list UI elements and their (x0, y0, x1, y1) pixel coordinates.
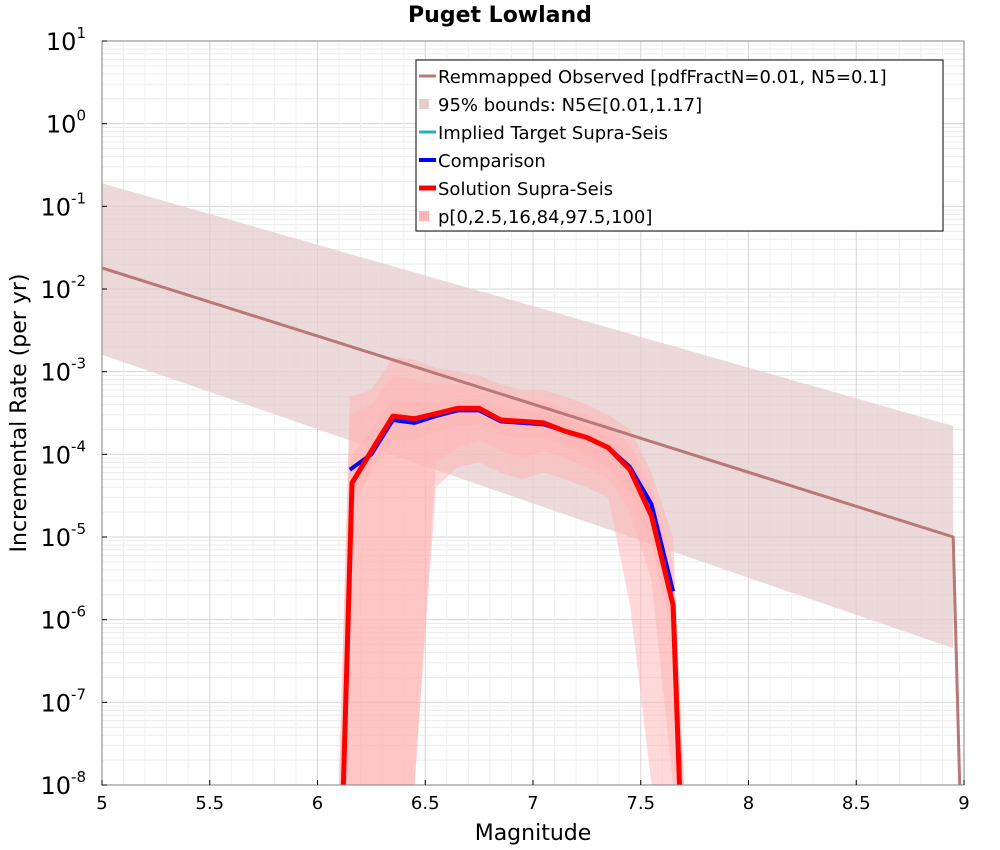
y-tick-base: 10 (40, 276, 71, 304)
legend: Remmapped Observed [pdfFractN=0.01, N5=0… (415, 59, 944, 232)
legend-swatch (419, 99, 429, 109)
legend-entry: p[0,2.5,16,84,97.5,100] (438, 207, 652, 228)
x-tick-label: 8.5 (842, 793, 871, 814)
lines-layer (101, 266, 962, 786)
y-tick-exponent: -2 (71, 272, 86, 290)
x-tick-label: 8 (743, 793, 754, 814)
legend-swatch (419, 211, 429, 221)
series-line (340, 405, 682, 786)
x-tick-label: 9 (958, 793, 969, 814)
y-tick-exponent: -5 (71, 520, 86, 538)
y-tick-base: 10 (40, 441, 71, 469)
y-tick-base: 10 (40, 524, 71, 552)
y-tick-exponent: -6 (71, 603, 86, 621)
legend-entry: Remmapped Observed [pdfFractN=0.01, N5=0… (438, 67, 887, 88)
y-tick-label: 101 (46, 24, 86, 56)
y-tick-label: 10-5 (40, 520, 86, 552)
y-tick-base: 10 (46, 28, 77, 56)
y-tick-label: 10-3 (40, 355, 86, 387)
y-tick-exponent: 0 (76, 107, 86, 125)
legend-entry: Implied Target Supra-Seis (438, 123, 668, 144)
y-tick-exponent: -3 (71, 355, 86, 373)
y-tick-label: 100 (46, 107, 86, 139)
y-tick-base: 10 (40, 193, 71, 221)
legend-box (415, 59, 944, 232)
y-tick-exponent: -4 (71, 437, 86, 455)
x-tick-label: 5.5 (195, 793, 224, 814)
y-tick-label: 10-8 (40, 768, 86, 800)
x-tick-label: 7.5 (626, 793, 655, 814)
y-tick-exponent: -7 (71, 685, 86, 703)
y-tick-base: 10 (46, 111, 77, 139)
y-tick-label: 10-7 (40, 685, 86, 717)
y-tick-exponent: 1 (76, 24, 86, 42)
y-tick-label: 10-4 (40, 437, 86, 469)
x-axis-label: Magnitude (475, 821, 592, 846)
y-tick-exponent: -1 (71, 189, 86, 207)
percentile-band (339, 375, 684, 785)
x-tick-label: 6.5 (411, 793, 440, 814)
y-tick-base: 10 (40, 689, 71, 717)
legend-entry: 95% bounds: N5∈[0.01,1.17] (438, 95, 702, 116)
x-tick-label: 6 (312, 793, 323, 814)
y-tick-label: 10-1 (40, 189, 86, 221)
y-tick-label: 10-2 (40, 272, 86, 304)
x-tick-label: 5 (96, 793, 107, 814)
chart-title: Puget Lowland (408, 3, 592, 28)
x-axis-ticks: 5 5.5 6 6.5 7 7.5 8 8.5 9 (96, 780, 970, 814)
y-tick-base: 10 (40, 772, 71, 800)
series-line (101, 266, 962, 786)
y-tick-exponent: -8 (71, 768, 86, 786)
x-tick-label: 7 (527, 793, 538, 814)
legend-entry: Solution Supra-Seis (438, 179, 613, 200)
y-tick-base: 10 (40, 359, 71, 387)
y-axis-label: Incremental Rate (per yr) (7, 274, 32, 553)
legend-entry: Comparison (438, 151, 546, 172)
y-tick-base: 10 (40, 607, 71, 635)
y-tick-label: 10-6 (40, 603, 86, 635)
